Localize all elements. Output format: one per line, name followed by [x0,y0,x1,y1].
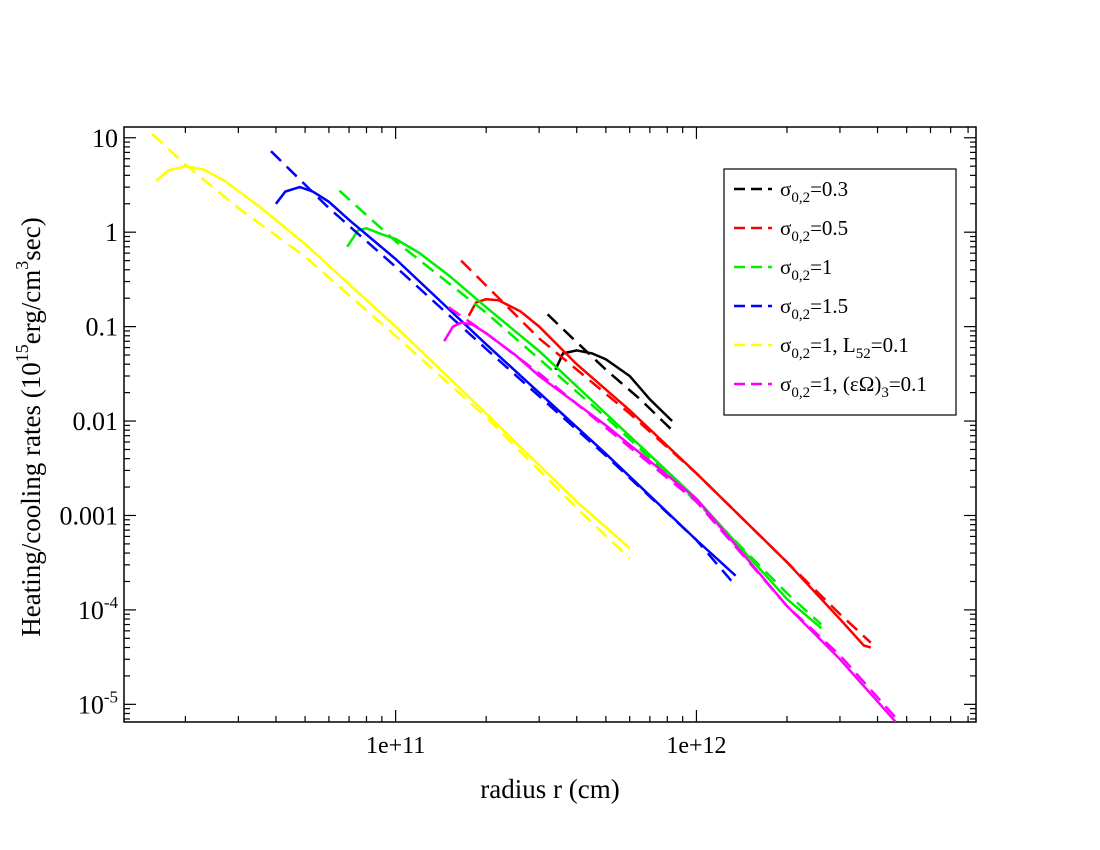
y-tick-label: 0.01 [73,407,119,436]
y-tick-label: 10 [92,124,118,153]
axis-ticks [124,127,976,722]
series-layer [151,132,897,722]
legend-entry-4: σ0,2=1, L52=0.1 [780,333,909,362]
legend: σ0,2=0.3 σ0,2=0.5 σ0,2=1 σ0,2=1.5 σ0,2=1, L5… [723,168,957,416]
y-axis-label: Heating/cooling rates (1015erg/cm3sec) [12,217,46,636]
series-5-solid [443,321,897,722]
legend-entry-0: σ0,2=0.3 [780,177,848,206]
x-tick-label: 1e+11 [366,733,425,759]
x-tick-label: 1e+12 [666,733,726,759]
legend-entry-2: σ0,2=1 [780,255,832,284]
series-3-fit-dashed [270,150,737,587]
series-1-solid [467,297,872,649]
series-4-fit-dashed [151,132,631,560]
legend-entry-1: σ0,2=0.5 [780,216,848,245]
plot-frame [123,126,977,723]
legend-entry-3: σ0,2=1.5 [780,294,848,323]
tick-labels: 1e+11 1e+12 10 1 0.1 0.01 0.001 10-4 10-5 [60,124,727,759]
legend-entry-5: σ0,2=1, (εΩ)3=0.1 [780,372,927,401]
y-tick-label: 0.1 [86,313,119,342]
series-3-solid [274,185,737,577]
y-tick-label: 10-4 [78,593,119,625]
series-2-fit-dashed [338,189,823,626]
series-4-solid [155,164,631,550]
y-tick-label: 10-5 [78,687,118,719]
x-axis-label: radius r (cm) [480,774,619,804]
legend-box [723,168,957,416]
series-0-fit-dashed [546,313,673,432]
y-tick-label: 0.001 [60,501,119,530]
y-tick-label: 1 [105,218,118,247]
